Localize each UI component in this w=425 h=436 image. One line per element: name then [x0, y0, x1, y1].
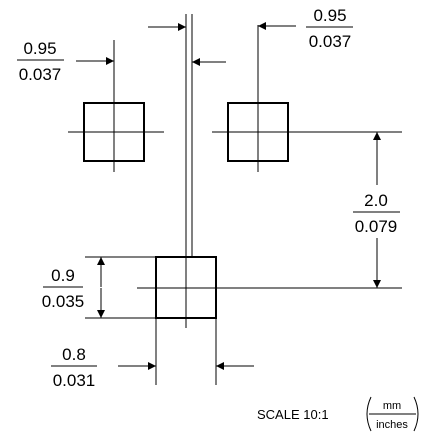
unit-left-paren — [366, 396, 372, 432]
unit-mm: mm — [383, 400, 401, 412]
unit-right-paren — [413, 396, 419, 432]
dim-pitch-in: 0.079 — [355, 217, 398, 236]
dim-pitch-mm: 2.0 — [364, 191, 388, 210]
dim-top-right-mm: 0.95 — [313, 6, 346, 25]
dim-width-mm: 0.8 — [62, 345, 86, 364]
unit-inches: inches — [376, 419, 408, 431]
dim-top-left-in: 0.037 — [19, 65, 62, 84]
dim-top-left-mm: 0.95 — [23, 39, 56, 58]
dim-top-right-in: 0.037 — [309, 32, 352, 51]
dim-height-mm: 0.9 — [51, 266, 75, 285]
scale-label: SCALE 10:1 — [257, 407, 329, 422]
dim-height-in: 0.035 — [42, 292, 85, 311]
dim-width-in: 0.031 — [53, 371, 96, 390]
